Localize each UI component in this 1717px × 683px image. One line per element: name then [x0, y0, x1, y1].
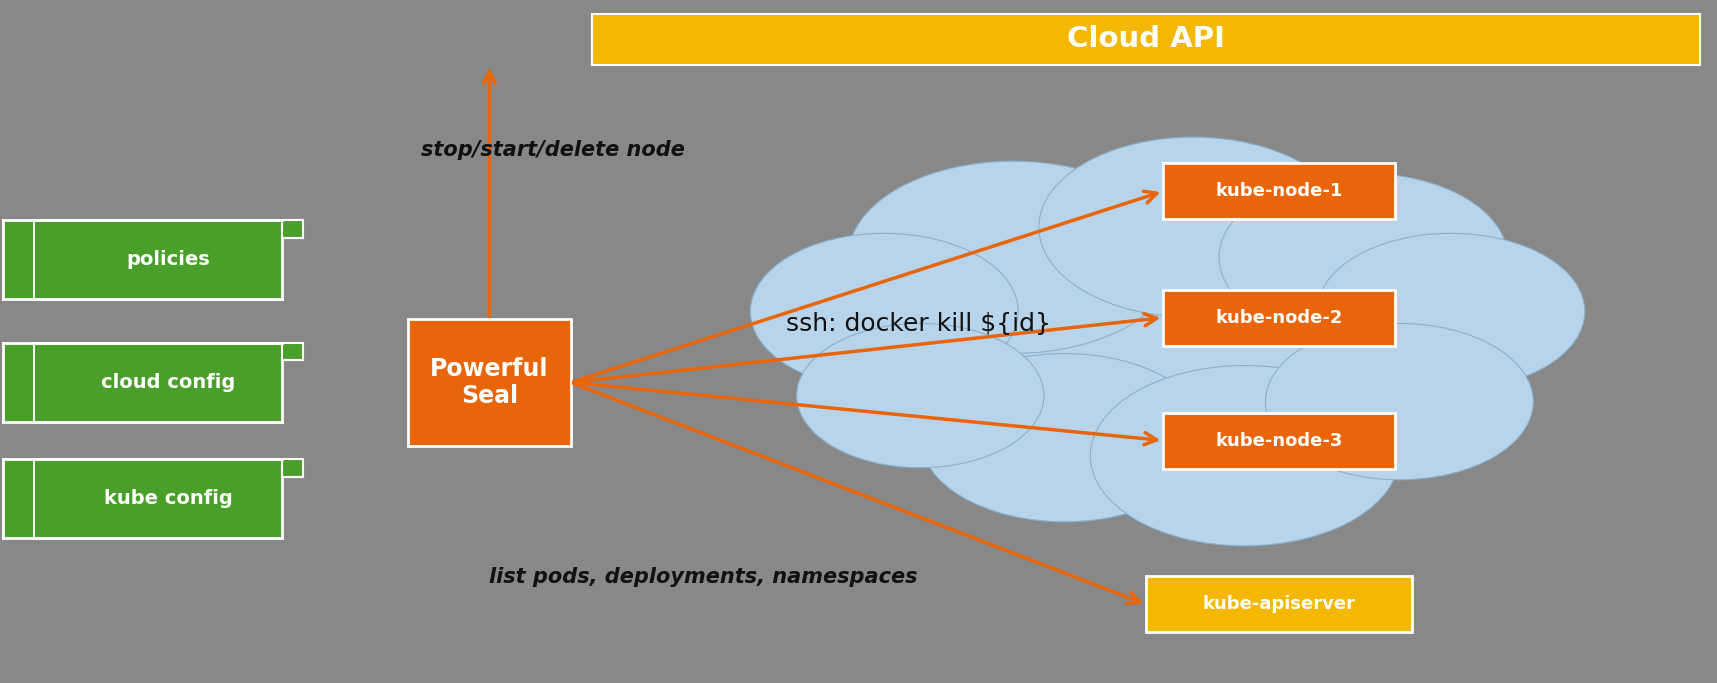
Ellipse shape — [1317, 234, 1585, 389]
FancyBboxPatch shape — [34, 459, 282, 538]
Text: list pods, deployments, namespaces: list pods, deployments, namespaces — [489, 567, 919, 587]
FancyBboxPatch shape — [3, 343, 34, 421]
FancyBboxPatch shape — [3, 220, 34, 299]
FancyBboxPatch shape — [282, 220, 302, 238]
FancyBboxPatch shape — [1164, 413, 1394, 469]
FancyBboxPatch shape — [282, 343, 302, 361]
FancyBboxPatch shape — [3, 459, 34, 538]
Ellipse shape — [797, 324, 1044, 468]
Text: kube-apiserver: kube-apiserver — [1202, 596, 1356, 613]
Ellipse shape — [1265, 324, 1533, 479]
Ellipse shape — [848, 161, 1178, 354]
Ellipse shape — [750, 234, 1018, 389]
Ellipse shape — [1219, 173, 1508, 342]
Text: Powerful
Seal: Powerful Seal — [429, 357, 549, 408]
FancyBboxPatch shape — [409, 320, 570, 445]
Ellipse shape — [920, 354, 1209, 522]
Ellipse shape — [1090, 365, 1399, 546]
Text: kube-node-3: kube-node-3 — [1216, 432, 1343, 449]
Text: kube-node-2: kube-node-2 — [1216, 309, 1343, 326]
Text: kube config: kube config — [105, 489, 232, 508]
Text: stop/start/delete node: stop/start/delete node — [421, 140, 685, 161]
Text: policies: policies — [127, 250, 209, 269]
FancyBboxPatch shape — [34, 343, 282, 421]
Text: kube-node-1: kube-node-1 — [1216, 182, 1343, 200]
Text: ssh: docker kill ${id}: ssh: docker kill ${id} — [786, 312, 1051, 337]
Ellipse shape — [910, 191, 1425, 492]
FancyBboxPatch shape — [1147, 576, 1411, 632]
FancyBboxPatch shape — [1164, 163, 1394, 219]
FancyBboxPatch shape — [282, 459, 302, 477]
FancyBboxPatch shape — [1164, 290, 1394, 346]
Text: cloud config: cloud config — [101, 373, 235, 392]
FancyBboxPatch shape — [34, 220, 282, 299]
FancyBboxPatch shape — [592, 14, 1700, 65]
Text: Cloud API: Cloud API — [1066, 25, 1226, 53]
Ellipse shape — [1039, 137, 1348, 318]
